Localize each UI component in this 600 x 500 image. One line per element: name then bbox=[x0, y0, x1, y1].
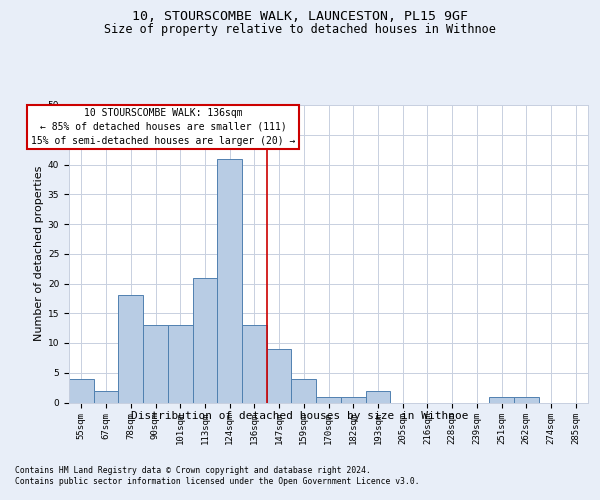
Text: Contains HM Land Registry data © Crown copyright and database right 2024.: Contains HM Land Registry data © Crown c… bbox=[15, 466, 371, 475]
Y-axis label: Number of detached properties: Number of detached properties bbox=[34, 166, 44, 342]
Bar bbox=[292, 378, 316, 402]
Bar bbox=[118, 296, 143, 403]
Bar bbox=[489, 396, 514, 402]
Bar bbox=[217, 158, 242, 402]
Bar bbox=[514, 396, 539, 402]
Bar bbox=[193, 278, 217, 402]
Text: Distribution of detached houses by size in Withnoe: Distribution of detached houses by size … bbox=[131, 411, 469, 421]
Bar bbox=[242, 325, 267, 402]
Bar bbox=[316, 396, 341, 402]
Bar bbox=[365, 390, 390, 402]
Bar bbox=[94, 390, 118, 402]
Bar bbox=[69, 378, 94, 402]
Bar bbox=[267, 349, 292, 403]
Text: 10, STOURSCOMBE WALK, LAUNCESTON, PL15 9GF: 10, STOURSCOMBE WALK, LAUNCESTON, PL15 9… bbox=[132, 10, 468, 23]
Bar bbox=[168, 325, 193, 402]
Text: Size of property relative to detached houses in Withnoe: Size of property relative to detached ho… bbox=[104, 22, 496, 36]
Bar bbox=[143, 325, 168, 402]
Bar bbox=[341, 396, 365, 402]
Text: Contains public sector information licensed under the Open Government Licence v3: Contains public sector information licen… bbox=[15, 478, 419, 486]
Text: 10 STOURSCOMBE WALK: 136sqm
← 85% of detached houses are smaller (111)
15% of se: 10 STOURSCOMBE WALK: 136sqm ← 85% of det… bbox=[31, 108, 295, 146]
